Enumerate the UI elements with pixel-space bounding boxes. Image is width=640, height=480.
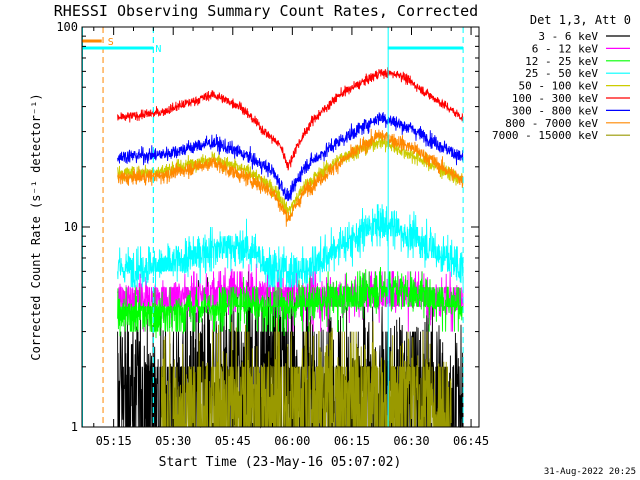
legend-label-5: 50 - 100 keV: [519, 80, 599, 93]
x-tick-label: 06:30: [393, 434, 429, 448]
y-axis-label: Corrected Count Rate (s⁻¹ detector⁻¹): [29, 93, 43, 360]
x-tick-label: 05:15: [96, 434, 132, 448]
series-line-7: [117, 112, 464, 202]
legend-label-3: 12 - 25 keV: [525, 55, 598, 68]
x-axis-label: Start Time (23-May-16 05:07:02): [159, 455, 402, 470]
series-line-3: [117, 266, 464, 339]
timestamp: 31-Aug-2022 20:25: [544, 467, 636, 477]
x-tick-label: 06:15: [334, 434, 370, 448]
legend-label-1: 3 - 6 keV: [538, 30, 598, 43]
legend-label-4: 25 - 50 keV: [525, 67, 598, 80]
x-axis: 05:15 05:30 05:45 06:00 06:15 06:30 06:45: [93, 27, 489, 448]
x-tick-label: 06:45: [453, 434, 489, 448]
series-group: [117, 67, 464, 429]
x-tick-label: 05:30: [155, 434, 191, 448]
flag-label-N: N: [155, 44, 161, 55]
x-tick-label: 05:45: [215, 434, 251, 448]
flag-label-S: S: [108, 37, 114, 48]
series-line-8: [117, 128, 464, 227]
y-axis: 1 10 100: [56, 20, 479, 434]
series-line-4: [117, 204, 464, 288]
legend-label-9: 7000 - 15000 keV: [492, 129, 598, 142]
legend-label-2: 6 - 12 keV: [532, 42, 599, 55]
legend-title: Det 1,3, Att 0: [530, 13, 631, 27]
legend-label-7: 300 - 800 keV: [512, 104, 598, 117]
x-tick-label: 06:00: [274, 434, 310, 448]
legend-label-6: 100 - 300 keV: [512, 92, 598, 105]
series-line-6: [117, 67, 464, 171]
legend-label-8: 800 - 7000 keV: [505, 117, 598, 130]
series-line-9: [160, 316, 452, 428]
chart-title: RHESSI Observing Summary Count Rates, Co…: [54, 2, 478, 20]
y-tick-label: 100: [56, 20, 78, 34]
y-tick-label: 1: [71, 420, 78, 434]
y-tick-label: 10: [64, 220, 78, 234]
